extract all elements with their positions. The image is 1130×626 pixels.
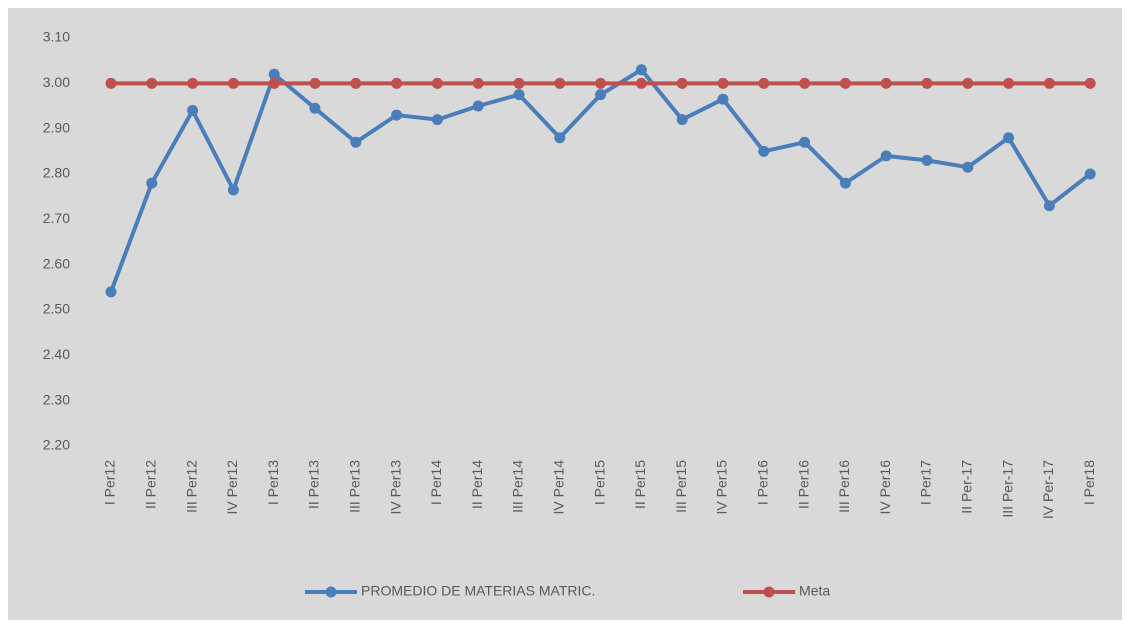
x-tick-label: IV Per-17 (1040, 460, 1056, 519)
point (146, 177, 158, 189)
point (268, 77, 280, 89)
point (1084, 77, 1096, 89)
point (431, 114, 443, 126)
x-tick-label: I Per12 (102, 460, 118, 505)
point (187, 105, 199, 117)
point (554, 132, 566, 144)
legend-label: PROMEDIO DE MATERIAS MATRIC. (361, 583, 595, 599)
x-tick-label: III Per-17 (999, 460, 1015, 518)
chart-background (8, 8, 1122, 620)
point (635, 64, 647, 76)
legend-marker (763, 586, 775, 598)
point (391, 109, 403, 121)
point (717, 93, 729, 105)
point (962, 77, 974, 89)
point (1003, 132, 1015, 144)
x-tick-label: III Per13 (347, 460, 363, 513)
x-tick-label: II Per13 (306, 460, 322, 509)
point (472, 77, 484, 89)
y-tick-label: 2.70 (43, 210, 70, 226)
point (839, 77, 851, 89)
x-tick-label: IV Per15 (714, 460, 730, 515)
point (309, 102, 321, 114)
point (554, 77, 566, 89)
point (799, 77, 811, 89)
point (350, 77, 362, 89)
point (921, 77, 933, 89)
x-tick-label: IV Per16 (877, 460, 893, 515)
point (391, 77, 403, 89)
point (309, 77, 321, 89)
point (350, 136, 362, 148)
point (676, 114, 688, 126)
point (595, 89, 607, 101)
x-tick-label: II Per-17 (959, 460, 975, 514)
point (472, 100, 484, 112)
point (717, 77, 729, 89)
x-tick-label: I Per13 (265, 460, 281, 505)
point (227, 184, 239, 196)
point (962, 161, 974, 173)
x-tick-label: II Per12 (143, 460, 159, 509)
point (799, 136, 811, 148)
point (227, 77, 239, 89)
x-tick-label: I Per14 (428, 460, 444, 505)
point (758, 145, 770, 157)
point (880, 150, 892, 162)
x-tick-label: I Per17 (918, 460, 934, 505)
point (431, 77, 443, 89)
point (1043, 77, 1055, 89)
y-tick-label: 2.90 (43, 119, 70, 135)
x-tick-label: I Per18 (1081, 460, 1097, 505)
y-tick-label: 2.40 (43, 346, 70, 362)
point (513, 89, 525, 101)
point (1084, 168, 1096, 180)
point (921, 154, 933, 166)
point (635, 77, 647, 89)
x-tick-label: III Per14 (510, 460, 526, 513)
point (268, 68, 280, 80)
x-tick-label: II Per16 (795, 460, 811, 509)
x-tick-label: III Per15 (673, 460, 689, 513)
point (513, 77, 525, 89)
legend-label: Meta (799, 583, 830, 599)
point (105, 77, 117, 89)
point (146, 77, 158, 89)
y-tick-label: 2.60 (43, 255, 70, 271)
y-tick-label: 2.50 (43, 301, 70, 317)
x-tick-label: III Per16 (836, 460, 852, 513)
point (1003, 77, 1015, 89)
x-tick-label: I Per16 (755, 460, 771, 505)
y-tick-label: 3.10 (43, 29, 70, 45)
point (839, 177, 851, 189)
x-tick-label: II Per14 (469, 460, 485, 509)
x-tick-label: I Per15 (591, 460, 607, 505)
x-tick-label: IV Per14 (551, 460, 567, 515)
point (758, 77, 770, 89)
point (676, 77, 688, 89)
x-tick-label: III Per12 (183, 460, 199, 513)
y-tick-label: 2.80 (43, 165, 70, 181)
y-tick-label: 2.30 (43, 391, 70, 407)
point (187, 77, 199, 89)
y-tick-label: 2.20 (43, 437, 70, 453)
x-tick-label: IV Per12 (224, 460, 240, 515)
point (1043, 200, 1055, 212)
point (105, 286, 117, 298)
point (595, 77, 607, 89)
legend-marker (325, 586, 337, 598)
x-tick-label: II Per15 (632, 460, 648, 509)
y-tick-label: 3.00 (43, 74, 70, 90)
x-tick-label: IV Per13 (387, 460, 403, 515)
point (880, 77, 892, 89)
